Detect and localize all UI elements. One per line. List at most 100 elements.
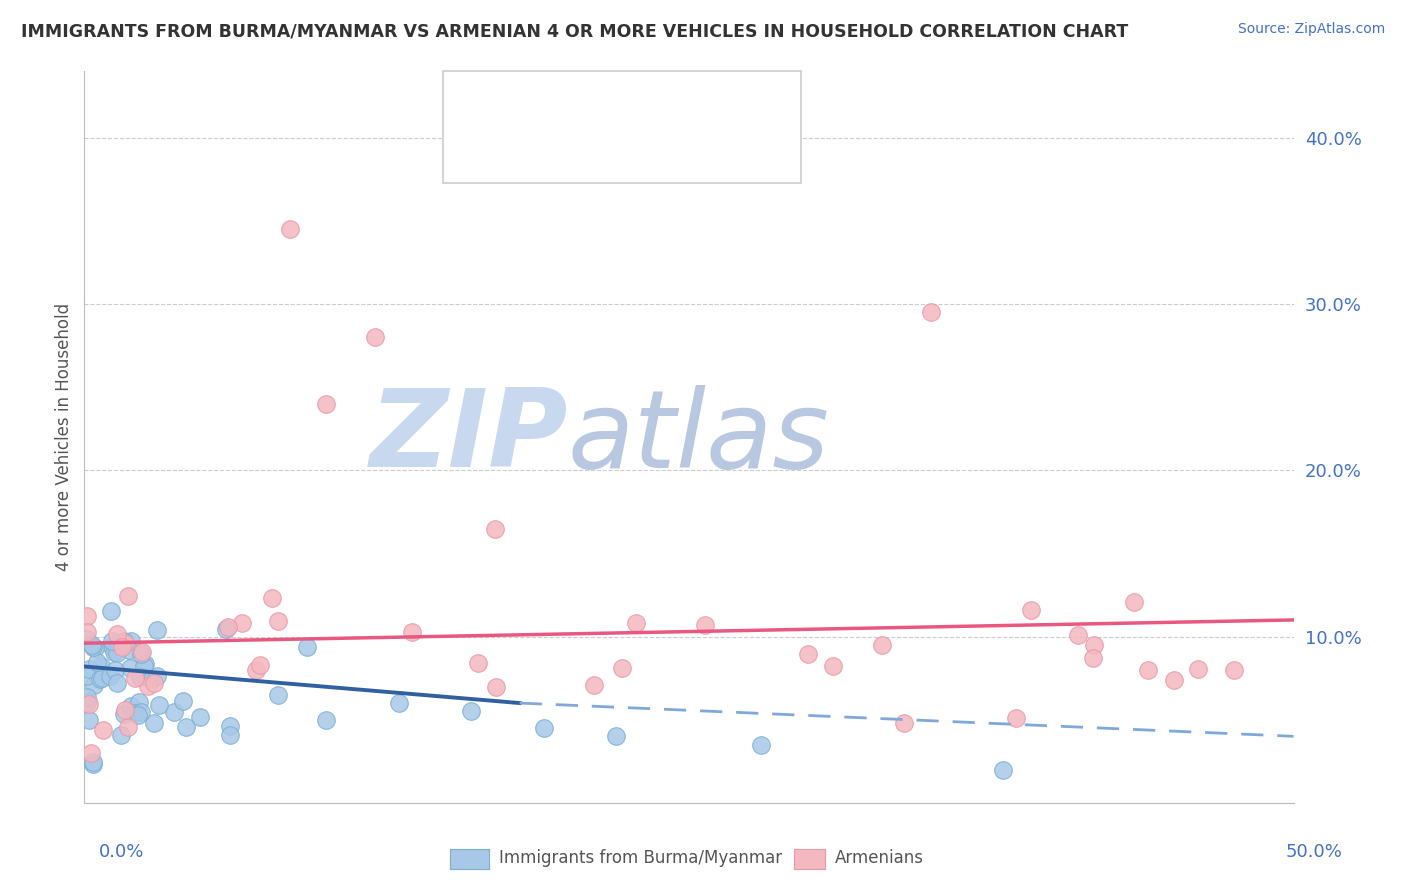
Text: 0.0%: 0.0% (98, 843, 143, 861)
Point (91, 723, 114, 737)
Text: N =: N = (619, 92, 655, 110)
Point (485, 681, 508, 695)
Point (82, 757, 104, 772)
Point (145, 669, 167, 683)
Point (217, 620, 239, 634)
Point (129, 670, 152, 684)
Point (215, 622, 238, 636)
Point (110, 727, 132, 741)
Point (76, 695, 98, 709)
Point (582, 678, 605, 692)
Point (872, 638, 894, 652)
Text: -0.093: -0.093 (534, 92, 588, 110)
Point (77, 662, 100, 676)
Point (76, 625, 98, 640)
Point (120, 660, 142, 674)
Text: ZIP: ZIP (370, 384, 568, 490)
Point (1137, 663, 1160, 677)
Point (993, 763, 1015, 777)
Point (1021, 603, 1043, 617)
Point (82, 640, 104, 654)
Text: atlas: atlas (568, 384, 830, 490)
Point (467, 657, 489, 671)
Text: R =: R = (503, 92, 540, 110)
Text: Source: ZipAtlas.com: Source: ZipAtlas.com (1237, 22, 1385, 37)
Point (111, 640, 134, 654)
Point (295, 640, 318, 654)
Point (231, 615, 253, 630)
Point (1083, 639, 1105, 653)
Point (484, 521, 506, 535)
Point (134, 659, 156, 673)
Point (143, 715, 166, 730)
Text: 0.044: 0.044 (538, 134, 586, 152)
Point (89, 672, 111, 686)
Point (249, 657, 271, 672)
Point (86, 655, 108, 669)
Point (117, 589, 139, 603)
Point (245, 663, 267, 677)
Point (101, 640, 124, 654)
Point (120, 634, 142, 648)
Point (142, 676, 165, 690)
Point (112, 706, 135, 721)
Point (1223, 664, 1246, 678)
Point (101, 634, 124, 648)
Text: IMMIGRANTS FROM BURMA/MYANMAR VS ARMENIAN 4 OR MORE VEHICLES IN HOUSEHOLD CORREL: IMMIGRANTS FROM BURMA/MYANMAR VS ARMENIA… (21, 22, 1129, 40)
Point (363, 330, 385, 344)
Point (127, 707, 149, 722)
Point (131, 645, 153, 659)
Point (129, 705, 152, 719)
Point (103, 645, 125, 659)
Point (145, 623, 167, 637)
Point (76, 690, 98, 704)
Point (118, 643, 141, 657)
Point (1066, 628, 1088, 642)
Point (77, 714, 100, 728)
Text: Armenians: Armenians (835, 849, 924, 867)
Point (893, 715, 915, 730)
Point (1123, 595, 1146, 609)
Point (105, 626, 128, 640)
Point (105, 676, 128, 690)
Point (533, 721, 555, 735)
Point (76, 632, 98, 646)
Point (218, 728, 240, 742)
Point (114, 635, 136, 649)
Point (315, 713, 337, 727)
Point (920, 305, 942, 319)
Point (79, 746, 101, 760)
Point (136, 679, 159, 693)
Point (103, 663, 125, 677)
Point (148, 698, 170, 712)
Point (174, 720, 197, 734)
Point (100, 604, 122, 618)
Point (124, 671, 146, 685)
Point (172, 694, 194, 708)
Point (141, 672, 163, 686)
Point (77, 697, 100, 711)
Point (76, 609, 98, 624)
Point (82, 638, 104, 652)
Text: N =: N = (619, 134, 655, 152)
Point (188, 710, 211, 724)
Point (751, 738, 773, 752)
Point (84, 641, 107, 656)
Point (83, 678, 105, 692)
Y-axis label: 4 or more Vehicles in Household: 4 or more Vehicles in Household (55, 303, 73, 571)
Point (120, 698, 142, 713)
Point (128, 695, 150, 709)
Point (388, 696, 411, 710)
Point (90, 672, 112, 686)
Point (823, 658, 845, 673)
Point (105, 646, 128, 660)
Point (460, 705, 482, 719)
Point (163, 705, 186, 719)
Point (262, 591, 284, 606)
Point (134, 657, 156, 672)
Point (278, 222, 301, 236)
Text: 60: 60 (650, 92, 671, 110)
Point (76, 668, 98, 682)
Point (610, 661, 633, 675)
Point (117, 720, 139, 734)
